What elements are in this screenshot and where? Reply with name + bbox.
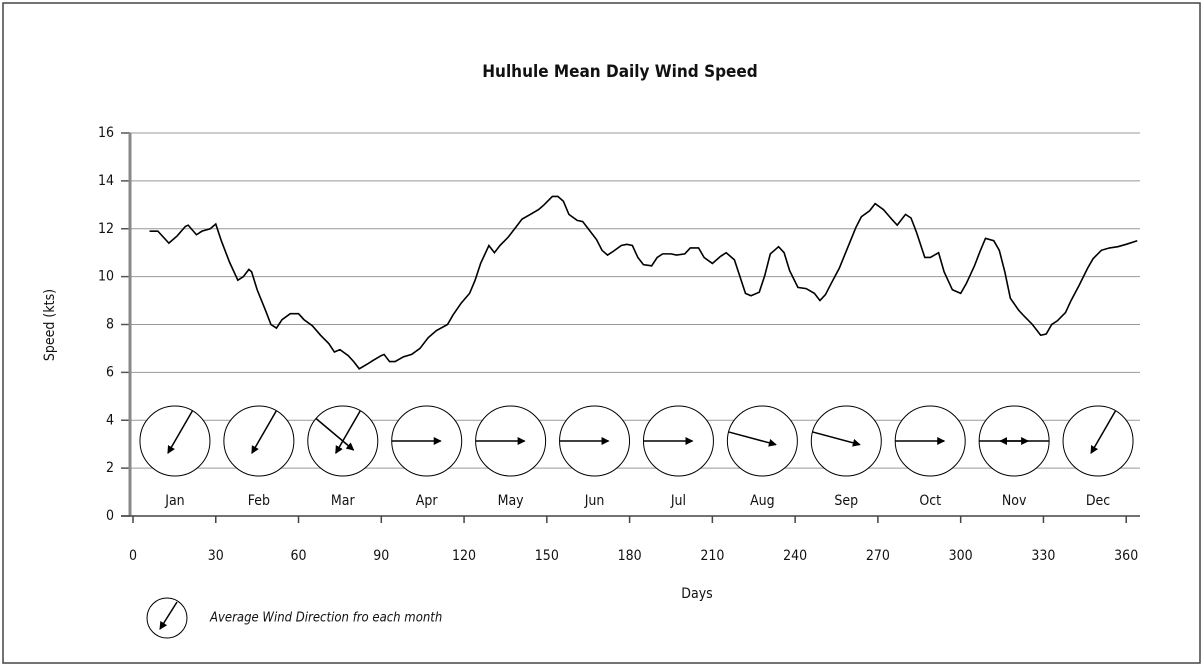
month-label: Mar bbox=[331, 493, 356, 509]
y-axis-label: Speed (kts) bbox=[42, 289, 58, 361]
wind-arrow bbox=[315, 417, 355, 451]
month-label: Sep bbox=[834, 493, 858, 509]
y-tick-label: 16 bbox=[98, 125, 114, 141]
wind-arrow bbox=[167, 410, 194, 454]
x-tick-label: 30 bbox=[208, 548, 224, 564]
y-tick-label: 10 bbox=[98, 269, 114, 285]
x-tick-label: 120 bbox=[452, 548, 476, 564]
chart-title: Hulhule Mean Daily Wind Speed bbox=[482, 62, 758, 82]
wind-arrow bbox=[251, 410, 278, 454]
x-tick-label: 300 bbox=[949, 548, 973, 564]
x-tick-label: 210 bbox=[700, 548, 724, 564]
y-tick-label: 0 bbox=[106, 508, 114, 524]
y-tick-label: 8 bbox=[106, 317, 114, 333]
wind-arrow bbox=[728, 431, 777, 447]
wind-arrow bbox=[335, 410, 361, 454]
y-tick-label: 6 bbox=[106, 364, 114, 380]
x-tick-label: 0 bbox=[129, 548, 137, 564]
x-tick-label: 150 bbox=[535, 548, 559, 564]
legend: Average Wind Direction fro each month bbox=[146, 597, 442, 639]
wind-arrow bbox=[1090, 410, 1117, 454]
month-label: Dec bbox=[1086, 493, 1110, 509]
x-tick-label: 360 bbox=[1114, 548, 1138, 564]
month-label: Jan bbox=[164, 493, 184, 509]
month-label: Feb bbox=[248, 493, 270, 509]
month-label: Jun bbox=[584, 493, 605, 509]
month-label: Aug bbox=[750, 493, 775, 509]
x-tick-label: 330 bbox=[1031, 548, 1055, 564]
y-tick-label: 4 bbox=[106, 412, 114, 428]
month-label: May bbox=[498, 493, 525, 509]
wind-arrow bbox=[812, 431, 861, 447]
y-tick-label: 14 bbox=[98, 173, 114, 189]
legend-arrow bbox=[159, 601, 178, 630]
line bbox=[149, 195, 1138, 370]
x-tick-label: 60 bbox=[291, 548, 307, 564]
month-label: Apr bbox=[416, 493, 439, 509]
month-label: Nov bbox=[1002, 493, 1027, 509]
legend-text: Average Wind Direction fro each month bbox=[209, 611, 442, 626]
x-tick-label: 240 bbox=[783, 548, 807, 564]
month-label: Oct bbox=[919, 493, 941, 509]
month-label: Jul bbox=[670, 493, 686, 509]
x-tick-label: 180 bbox=[618, 548, 642, 564]
x-tick-label: 270 bbox=[866, 548, 890, 564]
x-tick-label: 90 bbox=[373, 548, 389, 564]
y-tick-label: 12 bbox=[98, 221, 114, 237]
x-axis-label: Days bbox=[681, 586, 712, 602]
y-tick-label: 2 bbox=[106, 460, 114, 476]
